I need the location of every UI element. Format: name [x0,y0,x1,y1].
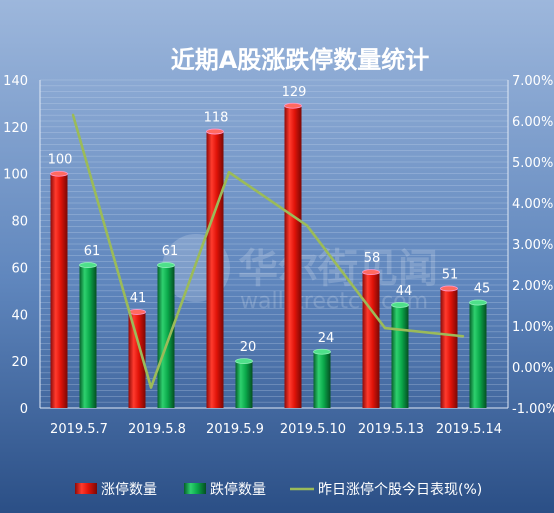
line-point [149,386,153,389]
data-label-rise-limit: 129 [282,85,307,100]
line-point [227,171,231,174]
line-prev-day-performance [71,114,464,389]
y-right-tick-label: 5.00% [512,156,553,171]
data-label-fall-limit: 44 [396,284,413,299]
x-tick-label: 2019.5.7 [50,422,108,437]
bar-rise-limit-top [362,269,380,276]
data-label-rise-limit: 58 [364,251,381,266]
bar-rise-limit [362,272,380,408]
legend: 涨停数量 跌停数量 昨日涨停个股今日表现(%) [75,481,482,498]
y-right-tick-label: 0.00% [512,361,553,376]
bar-rise-limit-top [206,128,224,135]
bar-rise-limit [206,131,224,409]
y-left-tick-label: 60 [11,261,28,276]
bar-rise-limit [440,288,458,408]
bar-rise-limit [284,105,302,409]
y-right-tick-label: 2.00% [512,279,553,294]
x-tick-label: 2019.5.9 [206,422,264,437]
data-label-fall-limit: 61 [84,244,101,259]
legend-label-fall-limit: 跌停数量 [210,481,266,498]
bar-fall-limit [469,302,487,408]
data-label-rise-limit: 41 [130,291,147,306]
axes: 0 20 40 60 80 100 120 140 -1.00% 0.00% 1.00% 2.00% 3… [3,74,554,437]
y-right-tick-label: 6.00% [512,115,553,130]
y-right-tick-label: 3.00% [512,238,553,253]
chart-title: 近期A股涨跌停数量统计 [171,46,430,74]
y-left-tick-label: 100 [3,168,28,183]
bar-rise-limit-top [284,102,302,109]
bar-fall-limit [79,265,97,408]
y-left-tick-label: 80 [11,215,28,230]
legend-swatch-rise-limit [75,483,97,494]
bar-rise-limit [50,173,68,408]
x-tick-label: 2019.5.8 [128,422,186,437]
data-label-rise-limit: 118 [204,111,229,126]
bar-rise-limit [128,311,146,408]
bars [50,102,487,409]
bar-fall-limit-top [235,358,253,365]
y-right-tick-label: 7.00% [512,74,553,89]
bar-fall-limit-top [469,299,487,306]
line-point [71,113,75,117]
legend-swatch-fall-limit [184,483,206,494]
y-left-tick-label: 120 [3,121,28,136]
bar-fall-limit-top [157,262,175,268]
watermark: 华尔街见闻 wallstreetcn.com [162,234,438,314]
bar-fall-limit-top [313,348,331,355]
bar-fall-limit [157,265,175,408]
bar-fall-limit-top [391,302,409,308]
bar-rise-limit-top [50,170,68,177]
line-series [71,113,465,389]
data-labels: 100 61 41 61 118 20 129 24 58 44 51 45 [48,85,491,355]
line-point [305,224,309,227]
legend-label-line: 昨日涨停个股今日表现(%) [318,481,482,498]
data-label-fall-limit: 61 [162,244,179,259]
data-label-fall-limit: 20 [240,340,257,355]
y-left-tick-label: 20 [11,355,28,370]
legend-label-rise-limit: 涨停数量 [101,481,157,498]
y-left-tick-label: 0 [20,402,28,417]
bar-fall-limit [235,361,253,408]
bar-fall-limit [313,351,331,408]
gridlines [40,79,508,409]
y-left-tick-label: 40 [11,308,28,323]
x-tick-label: 2019.5.10 [280,422,346,437]
data-label-fall-limit: 24 [318,331,335,346]
x-tick-label: 2019.5.14 [436,422,502,437]
data-label-fall-limit: 45 [474,282,491,297]
y-right-tick-label: 4.00% [512,197,553,212]
bar-fall-limit-top [79,262,97,268]
y-right-tick-label: 1.00% [512,320,553,335]
y-left-tick-label: 140 [3,74,28,89]
data-label-rise-limit: 100 [48,153,73,168]
data-label-rise-limit: 51 [442,268,459,283]
bar-rise-limit-top [440,285,458,292]
watermark-text-cn: 华尔街见闻 [238,246,438,292]
y-right-tick-label: -1.00% [512,402,554,417]
line-point [383,326,387,330]
x-tick-label: 2019.5.13 [358,422,424,437]
line-point [461,335,465,338]
bar-fall-limit [391,304,409,408]
